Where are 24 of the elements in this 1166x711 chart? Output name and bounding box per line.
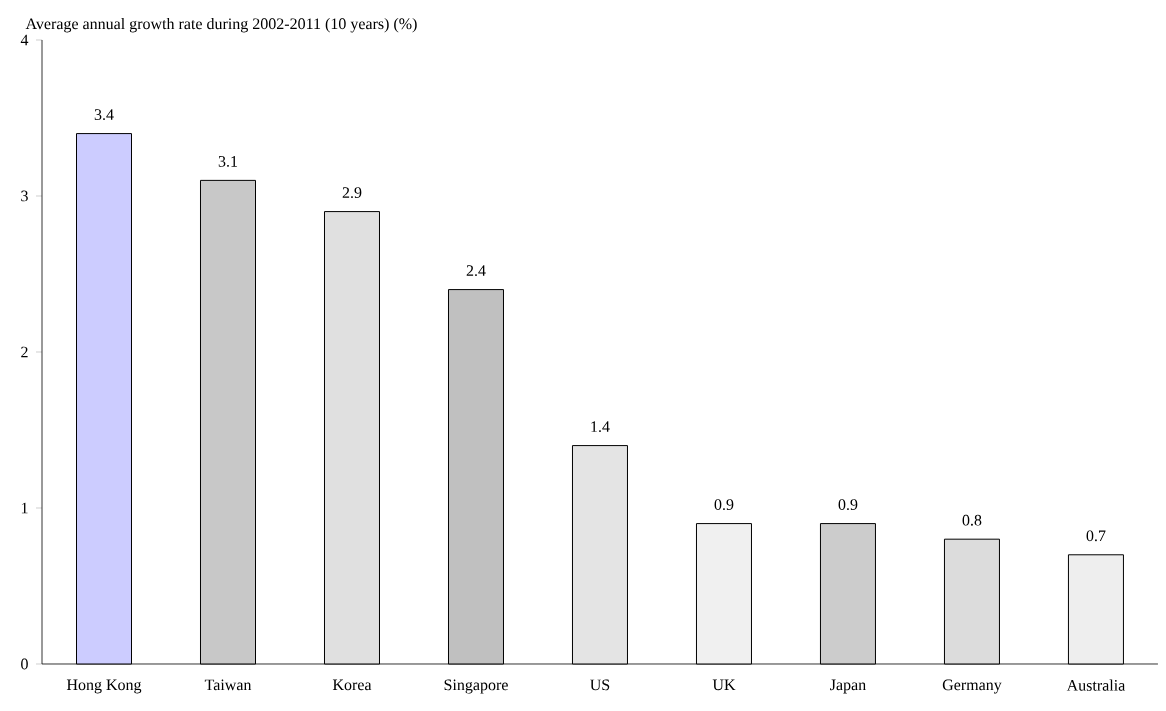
- y-tick-label: 4: [20, 34, 29, 46]
- data-label: 1.4: [591, 421, 610, 433]
- data-label: 0.7: [1086, 530, 1106, 542]
- x-tick-label: Australia: [1066, 679, 1126, 691]
- data-label: 3.4: [94, 109, 114, 121]
- y-axis-title: Average annual growth rate during 2002-2011 (10 years) (%): [25, 17, 417, 33]
- x-tick-label: Taiwan: [204, 679, 252, 691]
- data-label: 2.9: [342, 187, 362, 199]
- data-label: 0.9: [714, 499, 734, 511]
- y-tick-label: 2: [21, 346, 28, 358]
- data-label: 3.1: [218, 156, 238, 167]
- y-tick-label: 0: [21, 658, 28, 670]
- data-label: 2.4: [466, 265, 486, 277]
- x-tick-label: Japan: [830, 679, 866, 694]
- y-tick-label: 3: [21, 190, 28, 202]
- x-tick-label: Germany: [942, 679, 1002, 694]
- y-tick-label: 1: [21, 502, 28, 514]
- data-label: 0.8: [962, 514, 982, 526]
- x-tick-label: Hong Kong: [66, 679, 142, 694]
- x-tick-label: UK: [712, 679, 736, 691]
- x-tick-label: Korea: [332, 679, 372, 691]
- x-tick-label: Singapore: [444, 679, 508, 694]
- x-tick-label: US: [590, 679, 610, 691]
- data-label: 0.9: [838, 499, 858, 511]
